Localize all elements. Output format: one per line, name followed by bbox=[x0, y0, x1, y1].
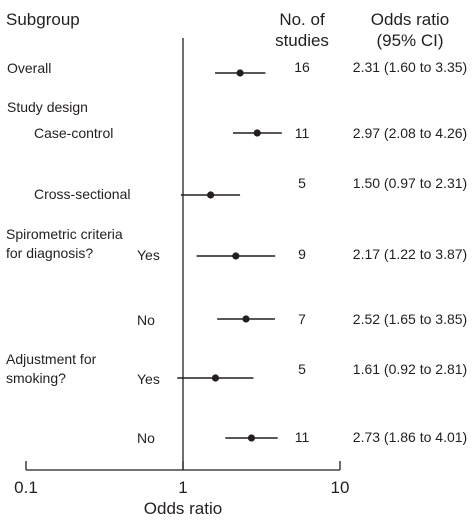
header-or-line1: Odds ratio bbox=[370, 10, 450, 29]
label-adj-line2: smoking? bbox=[6, 370, 66, 386]
label-case-control: Case-control bbox=[34, 125, 114, 141]
point-estimate bbox=[242, 315, 250, 323]
x-tick-label: 1 bbox=[178, 478, 188, 497]
or-ci-text: 2.97 (2.08 to 4.26) bbox=[352, 125, 468, 141]
x-axis-ticks bbox=[25, 461, 341, 470]
studies-count: 11 bbox=[294, 125, 310, 141]
point-estimate bbox=[211, 374, 220, 382]
label-cross-sectional: Cross-sectional bbox=[34, 186, 131, 202]
or-ci-text: 2.31 (1.60 to 3.35) bbox=[352, 59, 468, 75]
label-spiro-line2: for diagnosis? bbox=[6, 245, 94, 261]
header-subgroup: Subgroup bbox=[6, 10, 80, 29]
x-tick-label: 10 bbox=[330, 478, 350, 497]
label-overall: Overall bbox=[7, 60, 52, 76]
point-estimate bbox=[247, 434, 256, 442]
point-estimate bbox=[232, 252, 240, 260]
point-estimate bbox=[236, 69, 244, 77]
header-or-line2: (95% CI) bbox=[376, 31, 444, 50]
label-spiro-no: No bbox=[137, 312, 155, 328]
label-adj-line1: Adjustment for bbox=[6, 351, 97, 367]
or-ci-text: 2.52 (1.65 to 3.85) bbox=[352, 311, 468, 327]
x-axis-title: Odds ratio bbox=[143, 499, 223, 518]
x-tick-label: 0.1 bbox=[14, 478, 38, 497]
label-spiro-yes: Yes bbox=[137, 247, 160, 263]
studies-count: 9 bbox=[298, 246, 306, 262]
or-ci-text: 2.73 (1.86 to 4.01) bbox=[352, 429, 468, 445]
or-ci-text: 2.17 (1.22 to 3.87) bbox=[352, 246, 468, 262]
label-study-design: Study design bbox=[7, 99, 88, 115]
studies-count: 7 bbox=[298, 311, 306, 327]
or-ci-text: 1.50 (0.97 to 2.31) bbox=[352, 175, 468, 191]
label-adj-no: No bbox=[137, 430, 155, 446]
label-spiro-line1: Spirometric criteria bbox=[6, 226, 123, 242]
studies-count: 5 bbox=[298, 175, 306, 191]
point-estimate bbox=[207, 191, 215, 199]
point-estimate bbox=[253, 129, 261, 137]
header-studies-line2: studies bbox=[275, 31, 329, 50]
label-adj-yes: Yes bbox=[137, 371, 160, 387]
header-studies-line1: No. of bbox=[279, 10, 325, 29]
studies-count: 16 bbox=[294, 59, 310, 75]
or-ci-text: 1.61 (0.92 to 2.81) bbox=[352, 361, 468, 377]
ci-marks bbox=[177, 69, 282, 442]
studies-count: 11 bbox=[294, 429, 310, 445]
studies-count: 5 bbox=[298, 361, 306, 377]
